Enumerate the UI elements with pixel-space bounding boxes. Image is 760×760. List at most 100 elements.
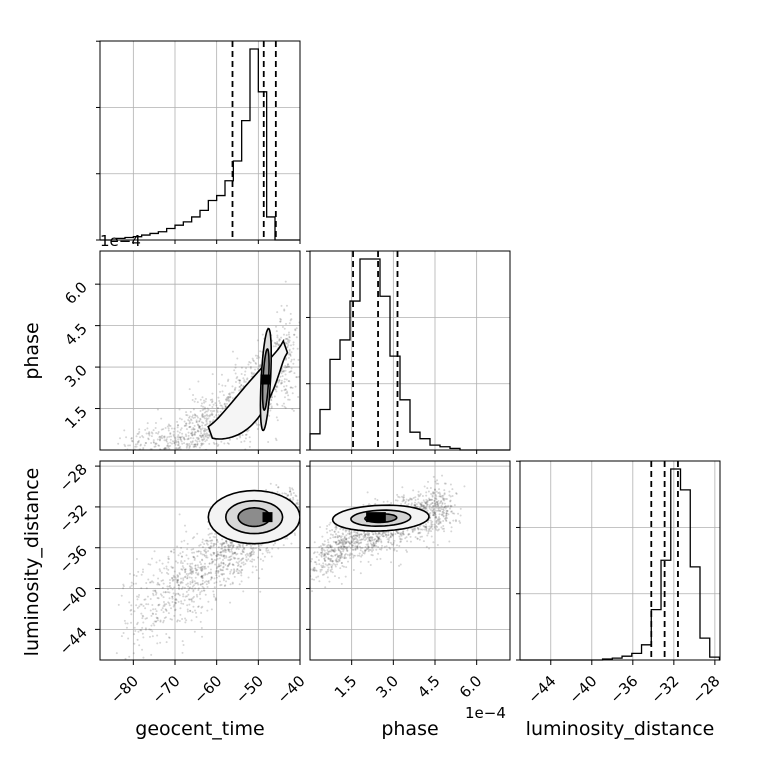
scatter-point bbox=[347, 541, 350, 544]
scatter-point bbox=[426, 501, 429, 504]
scatter-point bbox=[223, 549, 226, 552]
scatter-point bbox=[280, 304, 283, 307]
scatter-point bbox=[231, 350, 234, 353]
scatter-point bbox=[328, 557, 331, 560]
scatter-point bbox=[306, 585, 308, 587]
scatter-point bbox=[424, 525, 427, 528]
scatter-point bbox=[327, 568, 330, 571]
scatter-point bbox=[134, 630, 137, 633]
scatter-point bbox=[434, 513, 437, 516]
scatter-point bbox=[323, 566, 326, 569]
scatter-point bbox=[347, 532, 350, 535]
scatter-point bbox=[450, 530, 453, 533]
scatter-point bbox=[196, 442, 199, 445]
scatter-point bbox=[418, 525, 421, 528]
scatter-point bbox=[199, 550, 202, 553]
scatter-point bbox=[380, 548, 383, 551]
scatter-point bbox=[157, 583, 160, 586]
scatter-point bbox=[176, 545, 179, 548]
scatter-point bbox=[203, 415, 206, 418]
scatter-point bbox=[367, 560, 370, 563]
scatter-point bbox=[283, 396, 286, 399]
scatter-point bbox=[387, 538, 390, 541]
scatter-point bbox=[414, 505, 417, 508]
scatter-point bbox=[430, 506, 433, 509]
scatter-point bbox=[261, 333, 264, 336]
scatter-point bbox=[435, 525, 438, 528]
scatter-point bbox=[443, 506, 446, 509]
scatter-point bbox=[437, 528, 440, 531]
scatter-point bbox=[142, 450, 144, 452]
scatter-point bbox=[435, 506, 438, 509]
scatter-point bbox=[206, 543, 209, 546]
scatter-point bbox=[297, 358, 300, 361]
scatter-point bbox=[234, 551, 237, 554]
scatter-point bbox=[193, 431, 196, 434]
scatter-point bbox=[343, 535, 346, 538]
scatter-point bbox=[201, 577, 204, 580]
scatter-point bbox=[307, 573, 309, 575]
scatter-point bbox=[270, 396, 273, 399]
scatter-point bbox=[132, 582, 135, 585]
scatter-point bbox=[238, 379, 241, 382]
scatter-point bbox=[345, 537, 348, 540]
scatter-point bbox=[179, 445, 182, 448]
scatter-point bbox=[198, 593, 201, 596]
scatter-point bbox=[345, 566, 348, 569]
scatter-point bbox=[164, 426, 167, 429]
scatter-point bbox=[366, 531, 369, 534]
scatter-point bbox=[144, 428, 147, 431]
scatter-point bbox=[343, 539, 346, 542]
scatter-point bbox=[340, 582, 343, 585]
scatter-point bbox=[259, 548, 262, 551]
scatter-point bbox=[179, 581, 182, 584]
scatter-point bbox=[240, 440, 243, 443]
scatter-point bbox=[168, 424, 171, 427]
scatter-point bbox=[327, 556, 330, 559]
scatter-point bbox=[369, 542, 372, 545]
scatter-point bbox=[196, 429, 199, 432]
scatter-point bbox=[222, 394, 225, 397]
scatter-point bbox=[208, 433, 211, 436]
scatter-point bbox=[186, 576, 189, 579]
scatter-point bbox=[176, 580, 179, 583]
scatter-point bbox=[136, 440, 139, 443]
scatter-point bbox=[150, 431, 153, 434]
scatter-point bbox=[155, 593, 158, 596]
xtick-label-phase: 1.5 bbox=[331, 672, 361, 702]
axes-frame-geocent_time-phase bbox=[99, 250, 301, 451]
scatter-point bbox=[236, 545, 239, 548]
scatter-point bbox=[192, 556, 195, 559]
scatter-point bbox=[364, 535, 367, 538]
panel-phase-phase bbox=[310, 251, 510, 450]
scatter-point bbox=[217, 570, 220, 573]
scatter-point bbox=[176, 420, 179, 423]
scatter-point bbox=[171, 597, 174, 600]
xtick-label-geocent_time: −80 bbox=[107, 672, 142, 707]
scatter-point bbox=[432, 512, 435, 515]
scatter-point bbox=[424, 507, 427, 510]
scatter-point bbox=[228, 438, 231, 441]
scatter-point bbox=[166, 591, 169, 594]
scatter-point bbox=[194, 416, 197, 419]
scatter-point bbox=[345, 556, 348, 559]
scatter-point bbox=[199, 566, 202, 569]
scatter-point bbox=[364, 550, 367, 553]
scatter-point bbox=[417, 490, 420, 493]
scatter-point bbox=[165, 603, 168, 606]
scatter-point bbox=[210, 576, 213, 579]
scatter-point bbox=[339, 556, 342, 559]
scatter-point bbox=[180, 577, 183, 580]
scatter-point bbox=[164, 447, 167, 450]
scatter-point bbox=[402, 498, 405, 501]
scatter-point bbox=[239, 565, 242, 568]
scatter-point bbox=[330, 566, 333, 569]
scatter-point bbox=[434, 527, 437, 530]
scatter-point bbox=[221, 538, 224, 541]
scatter-point bbox=[243, 440, 246, 443]
scatter-point bbox=[241, 550, 244, 553]
scatter-point bbox=[199, 568, 202, 571]
scatter-point bbox=[243, 379, 246, 382]
scatter-point bbox=[188, 446, 191, 449]
scatter-point bbox=[175, 578, 178, 581]
